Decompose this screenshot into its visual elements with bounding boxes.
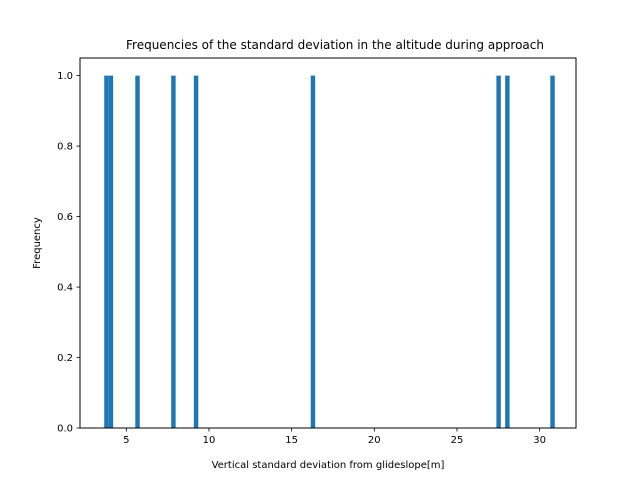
y-tick-label: 1.0 [57,71,73,82]
histogram-bar [550,75,555,429]
x-axis-ticks: 5 10 15 20 25 30 [123,428,546,446]
x-axis-label: Vertical standard deviation from glidesl… [212,460,445,471]
plot-frame [79,57,577,429]
y-axis-label: Frequency [32,217,43,269]
y-axis-ticks: 0.0 0.2 0.4 0.6 0.8 1.0 [57,71,80,435]
histogram-bar [496,75,501,429]
y-tick-label: 0.8 [57,142,73,153]
chart-title: Frequencies of the standard deviation in… [126,38,544,52]
histogram-bar [104,75,109,429]
y-tick-label: 0.2 [57,353,73,364]
histogram-bar [171,75,176,429]
histogram-bar [193,75,199,429]
y-tick-label: 0.4 [57,283,73,294]
bars-group [104,75,555,429]
y-tick-label: 0.0 [57,424,73,435]
histogram-bar [135,75,140,429]
histogram-bar [505,75,510,429]
x-tick-label: 5 [123,435,129,446]
x-tick-label: 30 [533,435,546,446]
y-tick-label: 0.6 [57,212,73,223]
histogram-bar [310,75,316,429]
x-tick-label: 10 [203,435,216,446]
histogram-bar [108,75,114,429]
x-tick-label: 15 [285,435,298,446]
x-tick-label: 20 [368,435,381,446]
x-tick-label: 25 [451,435,464,446]
